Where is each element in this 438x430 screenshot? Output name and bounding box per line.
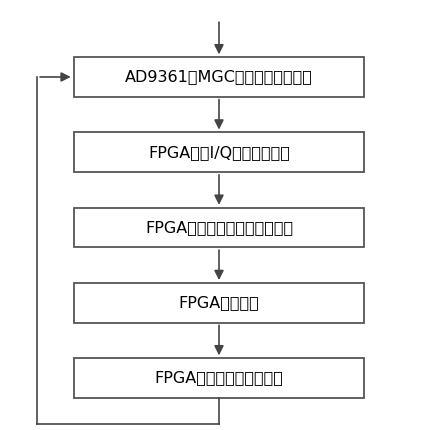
FancyBboxPatch shape — [74, 132, 364, 172]
Text: FPGA窗口检测及增益控制: FPGA窗口检测及增益控制 — [155, 371, 283, 385]
FancyBboxPatch shape — [74, 358, 364, 398]
Text: FPGA计算I/Q幅値的最大値: FPGA计算I/Q幅値的最大値 — [148, 145, 290, 160]
FancyBboxPatch shape — [74, 208, 364, 247]
Text: AD9361的MGC对信号放大或缩小: AD9361的MGC对信号放大或缩小 — [125, 70, 313, 84]
FancyBboxPatch shape — [74, 283, 364, 322]
FancyBboxPatch shape — [74, 57, 364, 97]
Text: FPGA计算窗口内的幅値最大値: FPGA计算窗口内的幅値最大値 — [145, 220, 293, 235]
Text: FPGA平滑滤波: FPGA平滑滤波 — [179, 295, 259, 310]
